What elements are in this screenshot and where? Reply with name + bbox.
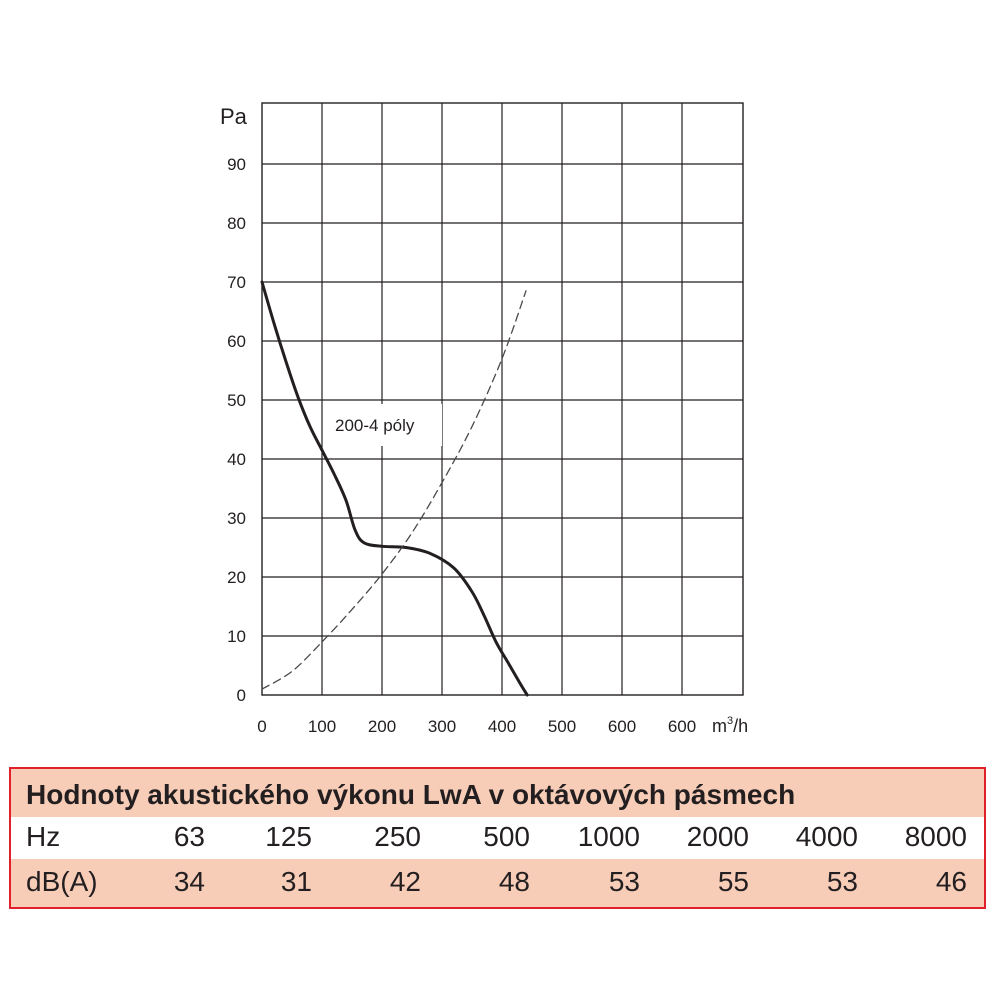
sound-level-value: 55 bbox=[717, 866, 749, 897]
chart-ticks: 0 10 20 30 40 50 60 70 80 90 0 100 200 300 400 500 600 60… bbox=[227, 155, 696, 736]
y-tick-label: 50 bbox=[227, 391, 246, 410]
sound-level-value: 53 bbox=[826, 866, 858, 897]
fan-performance-chart: 0 10 20 30 40 50 60 70 80 90 0 100 200 300 400 500 600 60… bbox=[220, 102, 748, 736]
series-annotation: 200-4 póly bbox=[335, 416, 415, 435]
x-tick-label: 0 bbox=[257, 717, 266, 736]
y-axis-unit: Pa bbox=[220, 104, 248, 129]
chart-grid bbox=[261, 102, 744, 696]
frequency-value: 4000 bbox=[795, 821, 858, 852]
sound-level-value: 48 bbox=[498, 866, 530, 897]
frequency-value: 125 bbox=[265, 821, 312, 852]
sound-level-label: dB(A) bbox=[26, 866, 98, 897]
x-tick-label: 600 bbox=[608, 717, 636, 736]
y-tick-label: 90 bbox=[227, 155, 246, 174]
x-unit-base: m bbox=[712, 716, 727, 736]
system-curve-line bbox=[261, 290, 527, 690]
x-tick-label: 500 bbox=[548, 717, 576, 736]
sound-level-value: 34 bbox=[173, 866, 205, 897]
y-tick-label: 30 bbox=[227, 509, 246, 528]
frequency-value: 250 bbox=[374, 821, 421, 852]
y-tick-label: 80 bbox=[227, 214, 246, 233]
y-tick-label: 60 bbox=[227, 332, 246, 351]
x-tick-label: 600 bbox=[668, 717, 696, 736]
x-unit-exponent: 3 bbox=[727, 715, 733, 727]
table-title-row: Hodnoty akustického výkonu LwA v oktávov… bbox=[11, 769, 984, 817]
x-tick-label: 200 bbox=[368, 717, 396, 736]
sound-level-value: 46 bbox=[935, 866, 967, 897]
frequency-value: 500 bbox=[483, 821, 530, 852]
y-tick-label: 0 bbox=[237, 686, 246, 705]
y-tick-label: 40 bbox=[227, 450, 246, 469]
x-tick-label: 400 bbox=[488, 717, 516, 736]
frequency-row: Hz 63 125 250 500 1000 2000 4000 8000 bbox=[11, 817, 984, 859]
table-title: Hodnoty akustického výkonu LwA v oktávov… bbox=[26, 779, 796, 810]
frequency-value: 1000 bbox=[577, 821, 640, 852]
x-tick-label: 100 bbox=[308, 717, 336, 736]
y-tick-label: 70 bbox=[227, 273, 246, 292]
sound-level-value: 42 bbox=[389, 866, 421, 897]
sound-level-value: 31 bbox=[280, 866, 312, 897]
y-tick-label: 10 bbox=[227, 627, 246, 646]
frequency-label: Hz bbox=[26, 821, 61, 852]
fan-curve-line bbox=[260, 280, 529, 697]
sound-level-row: dB(A) 34 31 42 48 53 55 53 46 bbox=[11, 859, 984, 907]
x-axis-unit: m3/h bbox=[712, 715, 748, 736]
frequency-value: 63 bbox=[173, 821, 205, 852]
acoustic-power-table: Hodnoty akustického výkonu LwA v oktávov… bbox=[9, 767, 986, 909]
frequency-value: 8000 bbox=[904, 821, 967, 852]
chart-curves bbox=[260, 280, 529, 697]
x-unit-tail: /h bbox=[733, 716, 748, 736]
x-tick-label: 300 bbox=[428, 717, 456, 736]
frequency-value: 2000 bbox=[686, 821, 749, 852]
annotation-box bbox=[326, 404, 442, 446]
y-tick-label: 20 bbox=[227, 568, 246, 587]
sound-level-value: 53 bbox=[608, 866, 640, 897]
